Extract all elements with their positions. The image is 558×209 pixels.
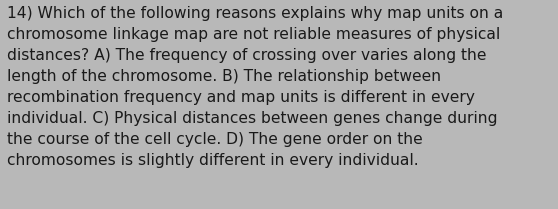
Text: 14) Which of the following reasons explains why map units on a
chromosome linkag: 14) Which of the following reasons expla… (7, 6, 503, 168)
